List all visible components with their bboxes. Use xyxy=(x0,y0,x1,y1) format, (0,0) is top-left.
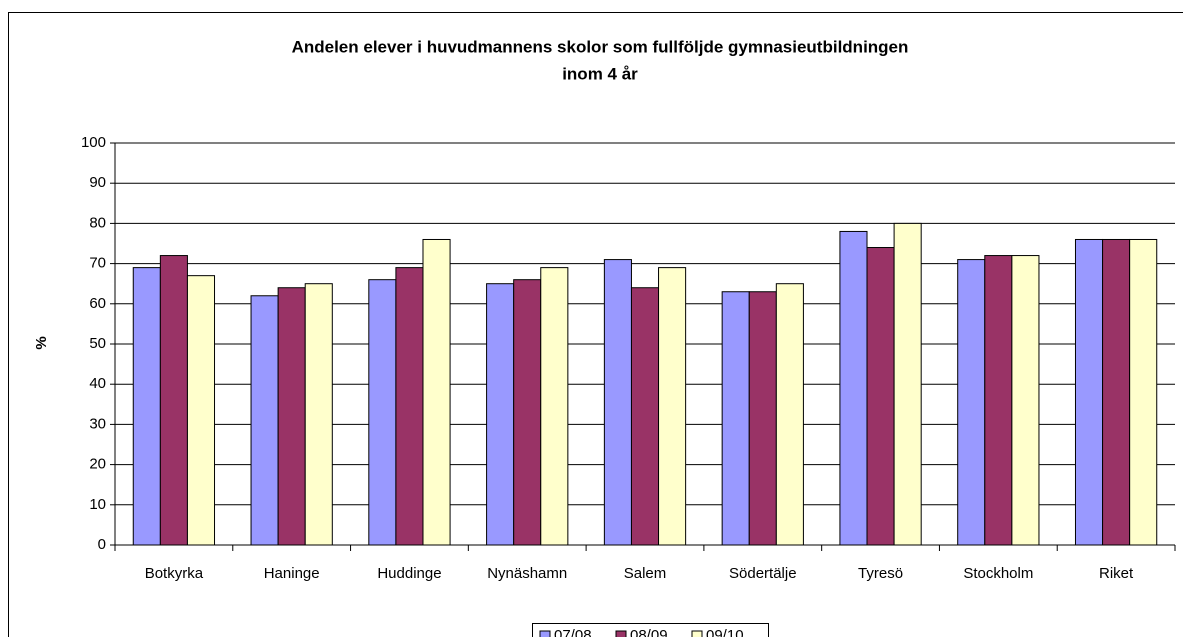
bar xyxy=(132,267,161,546)
legend-label: 07/08 xyxy=(554,627,592,637)
legend-box xyxy=(532,623,769,637)
bar xyxy=(839,230,868,546)
bar xyxy=(159,255,188,546)
legend-label: 08/09 xyxy=(630,627,668,637)
bar xyxy=(1129,238,1158,546)
bar xyxy=(540,267,569,546)
x-tick-label: Stockholm xyxy=(963,565,1033,582)
x-tick-label: Salem xyxy=(624,565,667,582)
y-tick-label: 40 xyxy=(89,375,106,392)
bar xyxy=(277,287,306,546)
bar xyxy=(250,295,279,546)
y-tick-label: 100 xyxy=(81,134,106,151)
x-tick-label: Huddinge xyxy=(377,565,441,582)
x-tick-label: Tyresö xyxy=(858,565,903,582)
chart-title: Andelen elever i huvudmannens skolor som… xyxy=(292,37,909,56)
x-tick-label: Riket xyxy=(1099,565,1134,582)
bar xyxy=(1011,255,1040,546)
x-tick-label: Haninge xyxy=(264,565,320,582)
legend-label: 09/10 xyxy=(706,627,744,637)
y-tick-label: 70 xyxy=(89,255,106,272)
bar xyxy=(866,247,895,546)
bar xyxy=(775,283,804,546)
y-tick-label: 20 xyxy=(89,456,106,473)
chart-title: inom 4 år xyxy=(562,64,638,83)
bar xyxy=(603,259,632,546)
x-tick-label: Botkyrka xyxy=(145,565,204,582)
bar xyxy=(893,222,922,546)
y-axis-label: % xyxy=(33,336,50,349)
legend-swatch xyxy=(615,630,627,637)
y-tick-label: 50 xyxy=(89,335,106,352)
x-tick-label: Södertälje xyxy=(729,565,797,582)
bar xyxy=(984,255,1013,546)
bar xyxy=(304,283,333,546)
y-tick-label: 60 xyxy=(89,295,106,312)
legend-swatch xyxy=(539,630,551,637)
bar xyxy=(186,275,216,546)
x-tick-label: Nynäshamn xyxy=(487,565,567,582)
y-tick-label: 90 xyxy=(89,174,106,191)
bar xyxy=(513,279,542,546)
y-tick-label: 0 xyxy=(98,536,106,553)
y-tick-label: 10 xyxy=(89,496,106,513)
bar xyxy=(422,238,451,546)
bar xyxy=(1102,238,1131,546)
bar xyxy=(395,267,424,546)
bar xyxy=(1074,238,1104,546)
bar xyxy=(721,291,750,546)
legend-swatch xyxy=(691,630,703,637)
bar xyxy=(957,259,986,546)
bar xyxy=(748,291,777,546)
y-tick-label: 30 xyxy=(89,415,106,432)
bar xyxy=(658,267,687,546)
bar xyxy=(486,283,515,546)
bar xyxy=(630,287,660,546)
y-tick-label: 80 xyxy=(89,214,106,231)
bar xyxy=(368,279,397,546)
